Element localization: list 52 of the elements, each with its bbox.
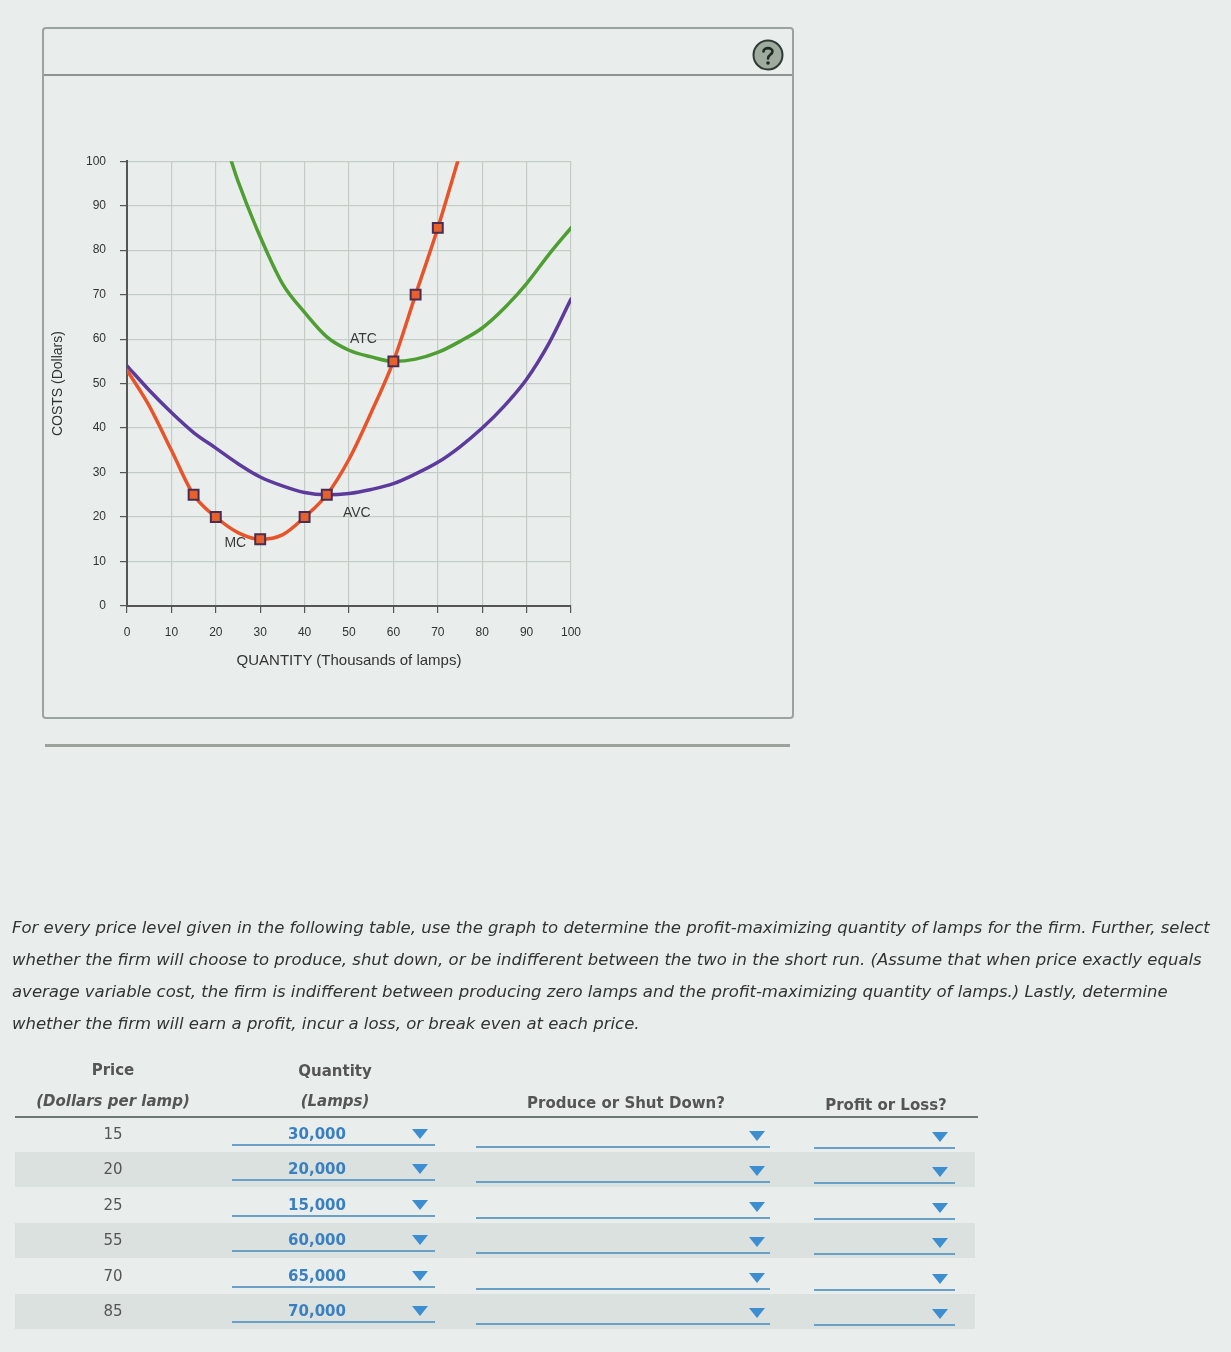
- point: [209, 511, 222, 523]
- x-tick-label: 60: [386, 624, 401, 639]
- y-tick-label: 10: [92, 553, 107, 568]
- x-tick-label: 80: [475, 624, 490, 639]
- x-tick-label: 90: [519, 624, 534, 639]
- text: Profit or Loss?: [825, 1096, 947, 1114]
- y-tick-label: 50: [92, 375, 107, 390]
- x-axis-title: QUANTITY (Thousands of lamps): [236, 651, 462, 669]
- point: [431, 221, 444, 234]
- dropdown-field: 65,000: [232, 1265, 435, 1288]
- text: Quantity: [298, 1062, 372, 1080]
- x-tick-label: 30: [253, 624, 268, 639]
- text: 85: [103, 1302, 123, 1320]
- y-tick-label: 70: [92, 286, 107, 301]
- y-axis-title: COSTS (Dollars): [49, 331, 66, 437]
- dropdown-field: 15,000: [232, 1194, 435, 1217]
- point: [298, 511, 311, 523]
- point: [254, 533, 267, 546]
- point: [320, 488, 333, 501]
- series-label: ATC: [349, 330, 377, 347]
- y-tick-label: 60: [92, 331, 107, 346]
- text: (Lamps): [300, 1092, 370, 1110]
- series-label: AVC: [342, 503, 371, 520]
- text: Price: [91, 1061, 135, 1079]
- text: 15: [103, 1125, 123, 1143]
- series-label: MC: [224, 534, 247, 551]
- text: Produce or Shut Down?: [527, 1094, 725, 1112]
- x-tick-label: 0: [123, 624, 131, 639]
- y-tick-label: 100: [85, 153, 107, 168]
- x-tick-label: 70: [431, 624, 445, 639]
- x-tick-label: 40: [297, 624, 312, 639]
- y-tick-label: 0: [99, 598, 107, 613]
- text: For every price level given in the following table, use the graph to determine the profit-maximizing quantity of lamps for the firm. Further, select whether the firm will choose to produce, shut down, or be indifferent between the two in the short run. (Assume that when price exactly equals average variable cost, the firm is indifferent between producing zero lamps and the profit-maximizing quantity of lamps.) Lastly, determine whether the firm will earn a profit, incur a loss, or break even at each price.: [12, 917, 1211, 1035]
- y-tick-label: 80: [92, 242, 107, 257]
- text: 25: [103, 1195, 123, 1214]
- x-tick-label: 20: [209, 624, 223, 639]
- text: 55: [103, 1231, 123, 1250]
- dropdown-field: 60,000: [232, 1230, 435, 1253]
- point: [187, 488, 200, 501]
- x-tick-label: 10: [164, 624, 179, 639]
- y-tick-label: 30: [92, 464, 107, 479]
- x-tick-label: 100: [560, 624, 582, 639]
- point: [387, 355, 400, 368]
- point: [409, 288, 422, 301]
- dropdown-field: 70,000: [232, 1301, 435, 1323]
- y-tick-label: 40: [92, 420, 107, 435]
- y-tick-label: 90: [92, 197, 107, 212]
- text: (Dollars per lamp): [36, 1092, 190, 1110]
- x-tick-label: 50: [342, 624, 356, 639]
- dropdown-field: 20,000: [232, 1159, 435, 1182]
- y-tick-label: 20: [92, 509, 107, 524]
- dropdown-field: 30,000: [232, 1124, 435, 1146]
